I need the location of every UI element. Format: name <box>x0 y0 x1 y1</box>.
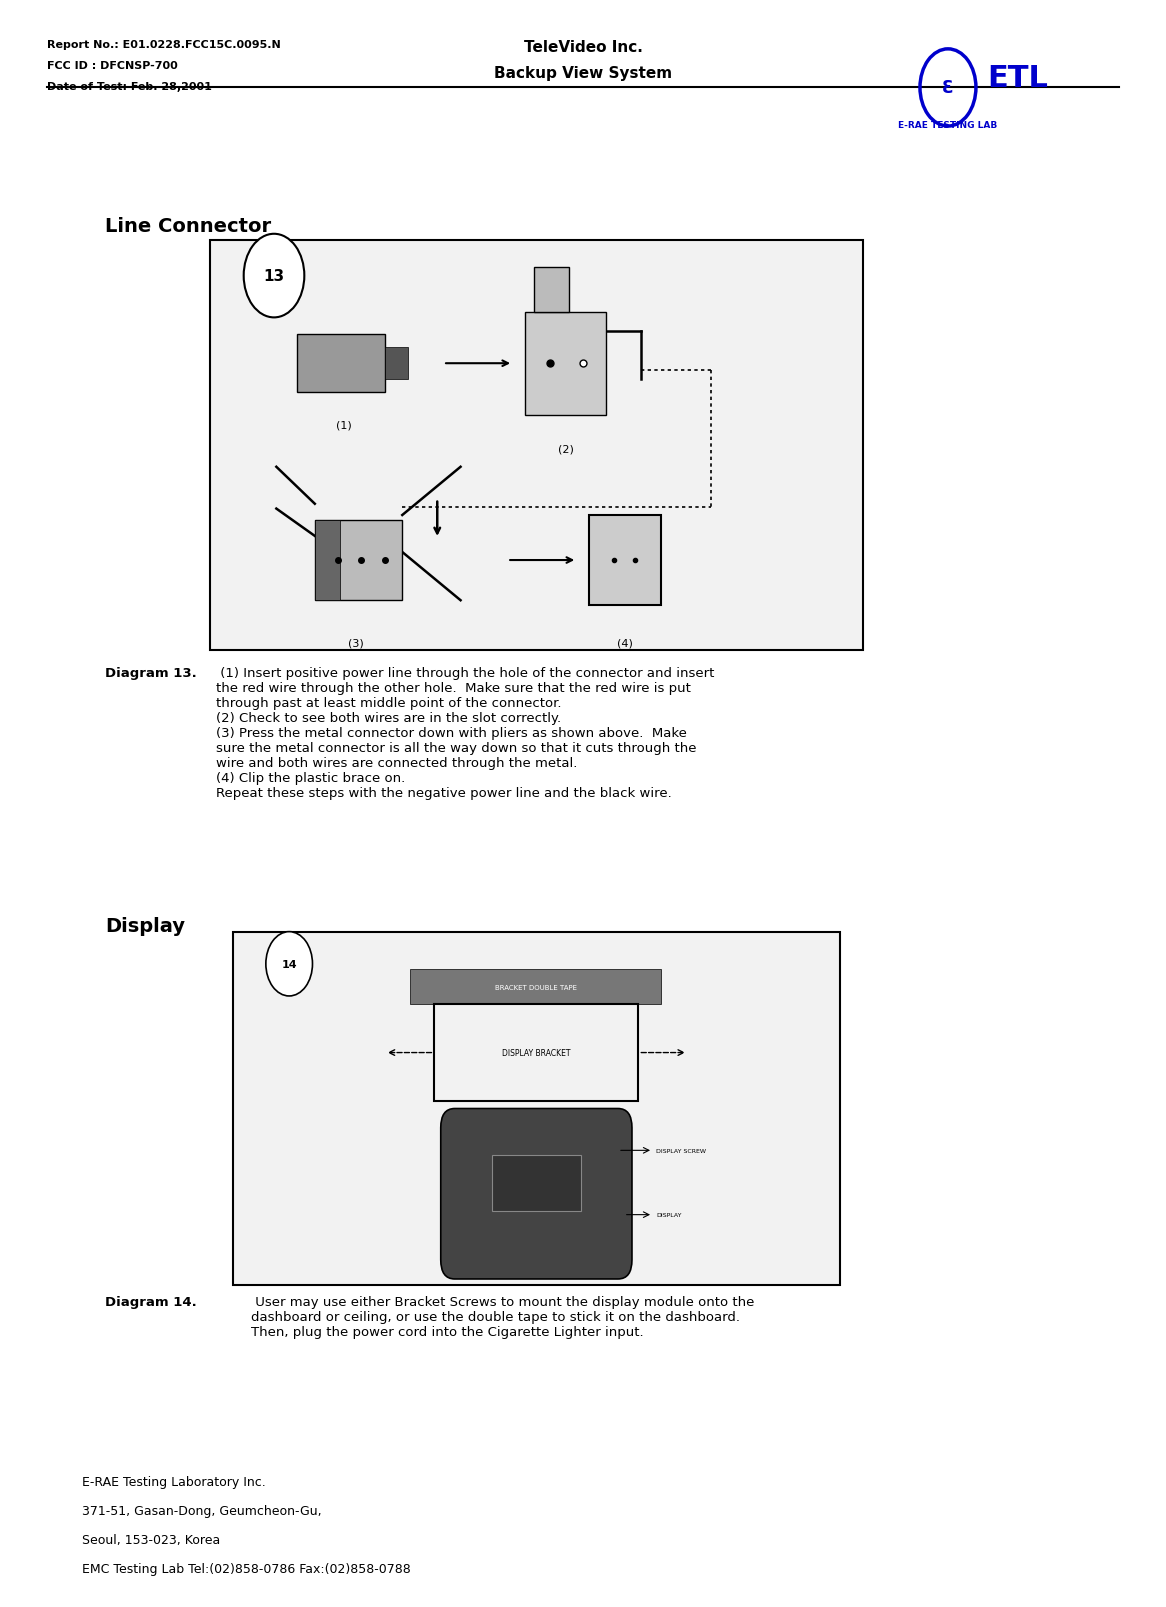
Bar <box>492 1155 581 1212</box>
Text: ETL: ETL <box>988 64 1048 93</box>
Text: TeleVideo Inc.: TeleVideo Inc. <box>524 40 642 55</box>
Text: EMC Testing Lab Tel:(02)858-0786 Fax:(02)858-0788: EMC Testing Lab Tel:(02)858-0786 Fax:(02… <box>82 1562 410 1575</box>
Bar <box>315 521 340 601</box>
Text: Report No.: E01.0228.FCC15C.0095.N: Report No.: E01.0228.FCC15C.0095.N <box>47 40 280 50</box>
Text: E-RAE TESTING LAB: E-RAE TESTING LAB <box>898 121 998 130</box>
Text: DISPLAY: DISPLAY <box>656 1212 682 1218</box>
Text: User may use either Bracket Screws to mount the display module onto the
dashboar: User may use either Bracket Screws to mo… <box>251 1295 754 1339</box>
Text: Seoul, 153-023, Korea: Seoul, 153-023, Korea <box>82 1533 220 1546</box>
Text: FCC ID : DFCNSP-700: FCC ID : DFCNSP-700 <box>47 61 177 71</box>
Text: Display: Display <box>105 916 185 935</box>
Bar <box>589 516 661 606</box>
Text: 371-51, Gasan-Dong, Geumcheon-Gu,: 371-51, Gasan-Dong, Geumcheon-Gu, <box>82 1504 322 1517</box>
Text: (3): (3) <box>347 638 364 648</box>
Bar <box>534 267 569 312</box>
Text: 13: 13 <box>264 268 285 284</box>
Bar <box>210 241 863 651</box>
Text: Date of Test: Feb. 28,2001: Date of Test: Feb. 28,2001 <box>47 82 211 92</box>
Bar <box>233 932 840 1286</box>
Text: (4): (4) <box>617 638 633 648</box>
Text: BRACKET DOUBLE TAPE: BRACKET DOUBLE TAPE <box>496 983 577 990</box>
Text: (2): (2) <box>557 445 574 455</box>
Bar <box>410 969 661 1004</box>
FancyBboxPatch shape <box>441 1109 632 1279</box>
Text: DISPLAY SCREW: DISPLAY SCREW <box>656 1147 707 1154</box>
Text: Line Connector: Line Connector <box>105 217 271 236</box>
Circle shape <box>266 932 312 996</box>
Text: DISPLAY BRACKET: DISPLAY BRACKET <box>503 1048 570 1057</box>
Text: (1): (1) <box>336 419 352 431</box>
Bar <box>525 313 606 416</box>
Bar <box>297 334 385 392</box>
Text: Diagram 14.: Diagram 14. <box>105 1295 197 1308</box>
Text: (1) Insert positive power line through the hole of the connector and insert
the : (1) Insert positive power line through t… <box>216 667 714 800</box>
Text: Backup View System: Backup View System <box>494 66 672 80</box>
Text: E-RAE Testing Laboratory Inc.: E-RAE Testing Laboratory Inc. <box>82 1475 266 1488</box>
Text: Diagram 13.: Diagram 13. <box>105 667 197 680</box>
Bar <box>435 1004 639 1101</box>
Text: 14: 14 <box>281 959 297 969</box>
Bar <box>315 521 402 601</box>
Text: Ɛ: Ɛ <box>942 79 954 98</box>
Text: BRACKT SCREW: BRACKT SCREW <box>504 1117 557 1123</box>
Circle shape <box>244 235 304 318</box>
Bar <box>385 347 408 379</box>
